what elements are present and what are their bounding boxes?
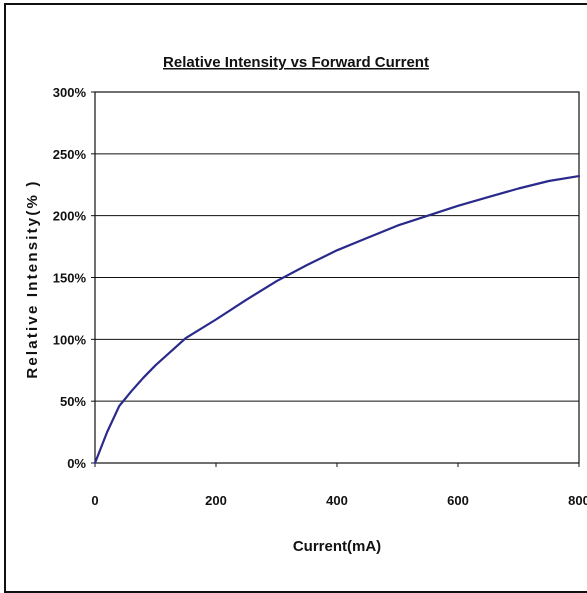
x-tick-label: 600 bbox=[447, 493, 469, 508]
series bbox=[93, 175, 581, 465]
chart-title: Relative Intensity vs Forward Current bbox=[163, 54, 429, 71]
y-tick-label: 200% bbox=[53, 209, 87, 224]
y-axis-label: Relative Intensity(% ) bbox=[24, 179, 41, 378]
x-axis-label: Current(mA) bbox=[293, 538, 381, 555]
x-tick-label: 200 bbox=[205, 493, 227, 508]
y-tick-label: 50% bbox=[60, 394, 86, 409]
axes bbox=[91, 91, 580, 467]
x-tick-label: 0 bbox=[91, 493, 98, 508]
y-tick-label: 250% bbox=[53, 147, 87, 162]
y-tick-label: 150% bbox=[53, 271, 87, 286]
plot-area bbox=[94, 91, 580, 464]
tick-labels: 0% 50% 100% 150% 200% 250% 300% 0 200 400 600 800 bbox=[53, 85, 587, 508]
x-tick-label: 400 bbox=[326, 493, 348, 508]
chart: Relative Intensity vs Forward Current 0%… bbox=[24, 54, 587, 555]
x-tick-label: 800 bbox=[568, 493, 587, 508]
y-tick-label: 100% bbox=[53, 332, 87, 347]
series-line bbox=[93, 175, 581, 465]
y-tick-label: 0% bbox=[67, 456, 86, 471]
y-tick-label: 300% bbox=[53, 85, 87, 100]
